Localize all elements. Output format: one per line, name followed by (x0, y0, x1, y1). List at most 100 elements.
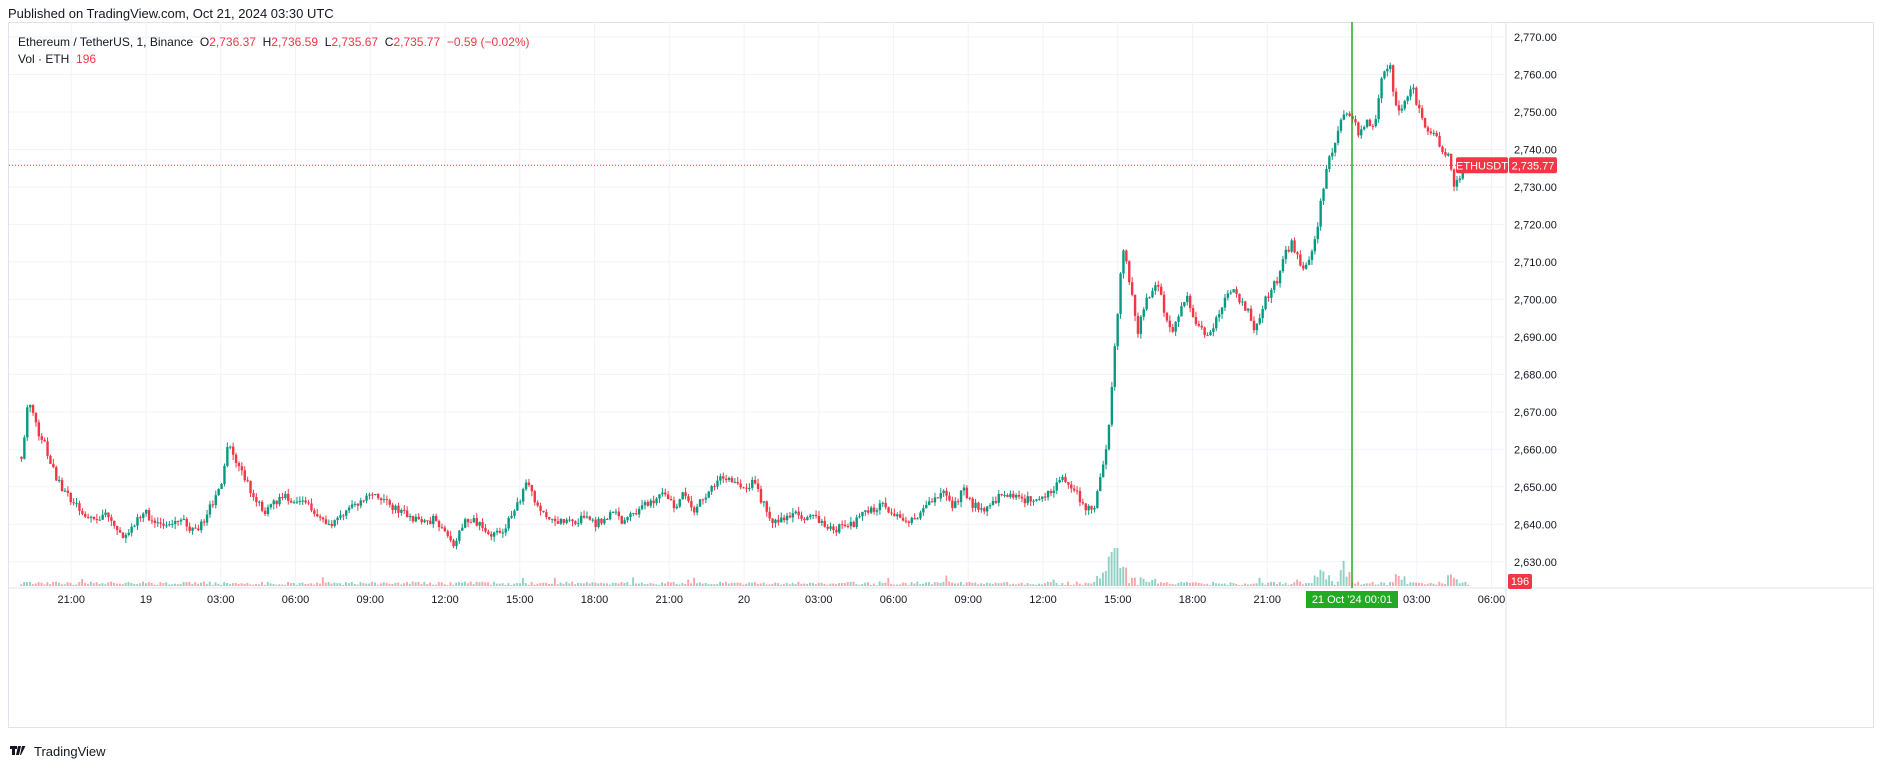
volume-bar (829, 583, 832, 586)
candle-body (664, 492, 667, 495)
volume-bar (922, 583, 925, 586)
volume-bar (1087, 583, 1090, 586)
symbol-tag: ETHUSDT (1456, 160, 1508, 172)
volume-bar (1270, 582, 1273, 586)
volume-bar (736, 582, 739, 586)
last-price-tag-bg (1509, 157, 1557, 174)
volume-bar (777, 583, 780, 586)
volume-bar (1186, 581, 1188, 586)
candle-body (945, 490, 948, 496)
volume-bar (536, 583, 539, 586)
candle-body (347, 507, 351, 511)
candle-body (1003, 495, 1006, 497)
volume-bar (745, 583, 748, 586)
candle-body (385, 499, 389, 501)
candle-body (574, 521, 577, 524)
candle-body (318, 516, 322, 518)
candle-body (745, 487, 748, 489)
candle-body (1267, 296, 1270, 298)
volume-bar (84, 583, 86, 586)
candle-body (974, 502, 977, 508)
volume-bar (774, 582, 777, 586)
candle-body (1293, 240, 1296, 253)
volume-bar (1119, 567, 1122, 586)
volume-bar (980, 583, 983, 586)
candle-body (124, 534, 128, 538)
candle-body (1200, 325, 1203, 328)
volume-bar (104, 584, 107, 586)
volume-bar (420, 584, 423, 586)
candle-body (43, 439, 46, 442)
crosshair-time-bg (1306, 591, 1399, 608)
volume-bar (959, 581, 962, 586)
volume-bar (542, 582, 545, 586)
volume-bar (37, 582, 40, 586)
candle-body (452, 540, 455, 547)
candle-body (603, 518, 606, 524)
candle-body (1278, 271, 1282, 284)
volume-bar (1041, 584, 1043, 586)
volume-bar (1177, 582, 1180, 586)
volume-bar (365, 583, 368, 586)
volume-bar (1354, 583, 1357, 586)
candle-body (1006, 495, 1009, 497)
candle-body (988, 505, 992, 507)
candle-body (359, 500, 362, 506)
candle-body (92, 516, 96, 520)
candle-body (417, 516, 420, 520)
volume-bar (472, 584, 475, 586)
candle-body (1119, 273, 1122, 315)
candle-body (936, 497, 940, 499)
volume-bar (1035, 584, 1038, 586)
volume-bar (925, 582, 927, 586)
candle-body (434, 515, 438, 521)
volume-bar (867, 582, 869, 586)
volume-bar (1165, 582, 1168, 586)
symbol-title[interactable]: Ethereum / TetherUS, 1, Binance (18, 35, 194, 49)
volume-label[interactable]: Vol · ETH (18, 52, 70, 66)
candle-body (861, 511, 864, 517)
volume-bar (57, 582, 60, 586)
change-value: −0.59 (−0.02%) (446, 35, 530, 49)
candle-body (298, 500, 302, 502)
volume-bar (475, 581, 478, 586)
candle-body (292, 502, 296, 504)
chart-frame[interactable] (8, 22, 1874, 728)
volume-bar (898, 584, 901, 586)
volume-bar (785, 582, 788, 586)
candle-body (136, 517, 139, 526)
candle-body (553, 518, 557, 522)
volume-bar (1116, 548, 1119, 586)
candle-body (658, 494, 661, 499)
candle-body (640, 505, 644, 509)
volume-bar (637, 583, 640, 586)
candle-body (1099, 477, 1102, 492)
candle-body (275, 500, 278, 505)
volume-bar (1455, 579, 1458, 586)
candle-body (89, 516, 93, 518)
volume-bar (896, 584, 898, 586)
candle-body (617, 511, 621, 517)
candle-body (95, 519, 99, 521)
candle-body (478, 522, 481, 526)
volume-bar (1313, 575, 1316, 586)
candle-body (118, 530, 122, 533)
volume-bar (347, 583, 350, 586)
volume-bar (843, 583, 846, 586)
volume-bar (817, 582, 820, 586)
x-tick-label: 21:00 (58, 594, 86, 606)
footer-brand[interactable]: TradingView (10, 744, 106, 759)
candle-body (1133, 294, 1137, 316)
candle-body (426, 520, 429, 522)
volume-bar (559, 582, 562, 586)
volume-bar (89, 581, 92, 586)
volume-bar (403, 583, 405, 586)
candle-body (736, 481, 739, 484)
volume-bar (1081, 584, 1084, 586)
volume-bar (40, 582, 43, 586)
candle-body (1136, 315, 1140, 334)
volume-bar (1360, 584, 1362, 586)
candle-body (72, 502, 75, 504)
candle-body (1139, 316, 1143, 334)
